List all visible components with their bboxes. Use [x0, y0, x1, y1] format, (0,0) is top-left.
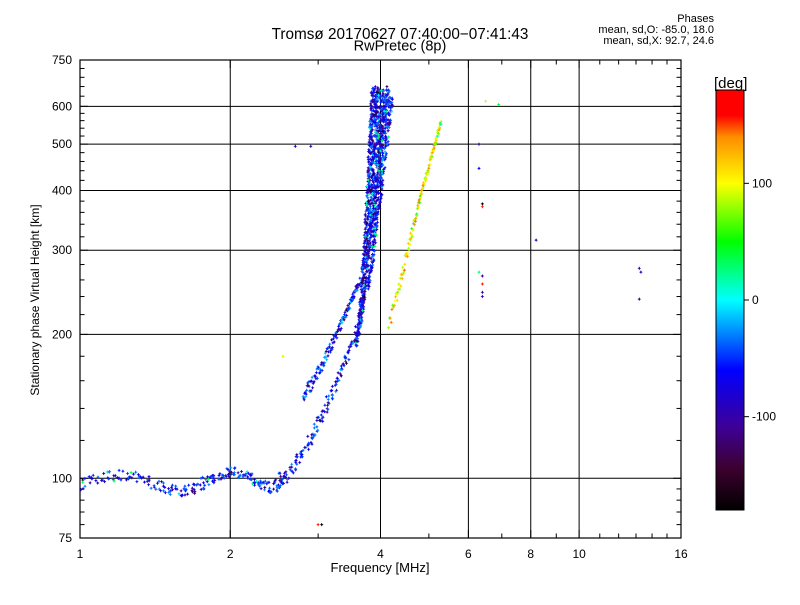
- svg-text:600: 600: [52, 99, 72, 113]
- svg-text:mean, sd,X: 92.7, 24.6: mean, sd,X: 92.7, 24.6: [603, 35, 714, 47]
- svg-text:4: 4: [377, 547, 384, 561]
- svg-text:[deg]: [deg]: [714, 75, 747, 92]
- svg-text:-100: -100: [752, 410, 776, 424]
- svg-text:16: 16: [674, 547, 688, 561]
- svg-text:750: 750: [52, 53, 72, 67]
- svg-text:1: 1: [77, 547, 84, 561]
- svg-text:400: 400: [52, 183, 72, 197]
- svg-text:100: 100: [52, 471, 72, 485]
- svg-text:500: 500: [52, 137, 72, 151]
- svg-text:300: 300: [52, 243, 72, 257]
- svg-text:6: 6: [465, 547, 472, 561]
- svg-text:Stationary phase Virtual Heigh: Stationary phase Virtual Height [km]: [28, 204, 42, 395]
- svg-text:10: 10: [572, 547, 586, 561]
- svg-text:2: 2: [227, 547, 234, 561]
- svg-text:RwPretec (8p): RwPretec (8p): [354, 39, 447, 55]
- svg-text:200: 200: [52, 327, 72, 341]
- svg-text:100: 100: [752, 176, 772, 190]
- svg-text:8: 8: [527, 547, 534, 561]
- svg-text:Frequency [MHz]: Frequency [MHz]: [331, 560, 430, 575]
- svg-text:0: 0: [752, 293, 759, 307]
- svg-text:75: 75: [59, 531, 73, 545]
